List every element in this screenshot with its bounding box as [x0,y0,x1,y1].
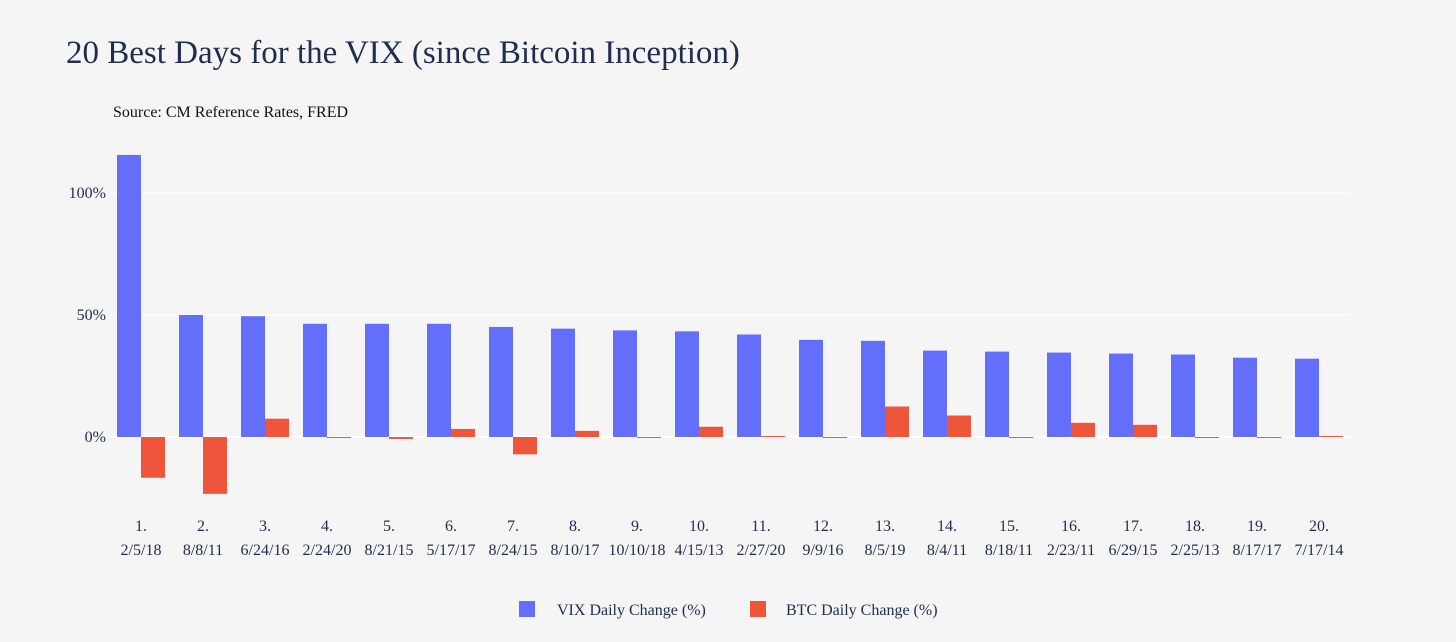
btc-bar-18 [1195,437,1219,438]
x-tick-date: 4/15/13 [675,542,724,559]
btc-bar-17 [1133,424,1157,437]
vix-bar-12 [799,339,823,437]
vix-bar-11 [737,334,761,437]
x-tick-rank: 3. [259,518,271,535]
btc-bar-8 [575,430,599,437]
vix-bar-6 [427,323,451,437]
x-axis: 1. 2/5/18 2. 8/8/11 3. 6/24/16 4. 2/24/20 5. 8/21… [121,518,1344,559]
x-tick-rank: 18. [1185,518,1205,535]
x-tick-date: 6/29/15 [1109,542,1158,559]
btc-bar-2 [203,437,227,494]
vix-bar-2 [179,315,203,437]
legend: VIX Daily Change (%) BTC Daily Change (%) [519,601,938,619]
vix-bar-4 [303,323,327,437]
vix-bar-9 [613,330,637,437]
btc-bar-3 [265,418,289,437]
y-tick-label: 50% [77,307,106,324]
y-tick-label: 0% [85,429,106,446]
x-tick-date: 8/18/11 [985,542,1033,559]
gridlines [110,192,1350,438]
legend-swatch [750,601,766,617]
btc-bar-20 [1319,436,1343,438]
x-tick-rank: 6. [445,518,457,535]
y-axis: 0% 50% 100% [69,185,106,446]
btc-bar-19 [1257,437,1281,438]
x-tick-rank: 7. [507,518,519,535]
vix-bar-7 [489,326,513,437]
legend-label: VIX Daily Change (%) [557,602,706,619]
x-tick-date: 2/25/13 [1171,542,1220,559]
x-tick-rank: 5. [383,518,395,535]
vix-bar-1 [117,154,141,437]
vix-bar-16 [1047,352,1071,437]
x-tick-date: 10/10/18 [609,542,666,559]
x-tick-rank: 2. [197,518,209,535]
btc-bar-6 [451,428,475,437]
y-tick-label: 100% [69,185,106,202]
x-tick-rank: 15. [999,518,1019,535]
x-tick-date: 2/27/20 [737,542,786,559]
vix-bar-19 [1233,357,1257,437]
chart-title: 20 Best Days for the VIX (since Bitcoin … [66,35,740,71]
x-tick-rank: 10. [689,518,709,535]
vix-bar-14 [923,350,947,437]
btc-bar-10 [699,426,723,437]
x-tick-rank: 17. [1123,518,1143,535]
vix-bar-5 [365,323,389,437]
x-tick-date: 6/24/16 [241,542,290,559]
btc-bar-1 [141,437,165,478]
x-tick-rank: 19. [1247,518,1267,535]
x-tick-rank: 1. [135,518,147,535]
x-tick-date: 7/17/14 [1295,542,1344,559]
vix-bar-15 [985,351,1009,437]
x-tick-date: 8/8/11 [183,542,223,559]
btc-bar-13 [885,406,909,437]
x-tick-rank: 8. [569,518,581,535]
btc-bar-14 [947,415,971,437]
btc-bar-9 [637,437,661,438]
x-tick-date: 8/5/19 [865,542,906,559]
x-tick-rank: 13. [875,518,895,535]
x-tick-rank: 12. [813,518,833,535]
x-tick-date: 2/23/11 [1047,542,1095,559]
vix-bar-3 [241,316,265,437]
x-tick-rank: 16. [1061,518,1081,535]
chart-subtitle: Source: CM Reference Rates, FRED [113,104,348,121]
btc-bar-5 [389,437,413,439]
bars [117,154,1343,494]
btc-bar-15 [1009,437,1033,438]
btc-bar-4 [327,437,351,438]
x-tick-date: 5/17/17 [427,542,476,559]
btc-bar-12 [823,437,847,438]
legend-label: BTC Daily Change (%) [786,602,938,619]
x-tick-rank: 9. [631,518,643,535]
x-tick-date: 2/24/20 [303,542,352,559]
x-tick-date: 8/21/15 [365,542,414,559]
x-tick-date: 8/4/11 [927,542,967,559]
x-tick-date: 9/9/16 [803,542,844,559]
btc-bar-11 [761,436,785,438]
vix-bar-10 [675,331,699,437]
btc-bar-7 [513,437,537,455]
x-tick-date: 8/17/17 [1233,542,1282,559]
vix-bar-13 [861,340,885,437]
btc-bar-16 [1071,422,1095,437]
x-tick-rank: 14. [937,518,957,535]
x-tick-date: 8/24/15 [489,542,538,559]
x-tick-date: 2/5/18 [121,542,162,559]
vix-bar-17 [1109,353,1133,437]
legend-swatch [519,601,535,617]
x-tick-rank: 11. [751,518,770,535]
x-tick-date: 8/10/17 [551,542,600,559]
vix-bar-20 [1295,358,1319,437]
x-tick-rank: 20. [1309,518,1329,535]
x-tick-rank: 4. [321,518,333,535]
vix-bar-8 [551,328,575,437]
vix-bar-18 [1171,354,1195,437]
